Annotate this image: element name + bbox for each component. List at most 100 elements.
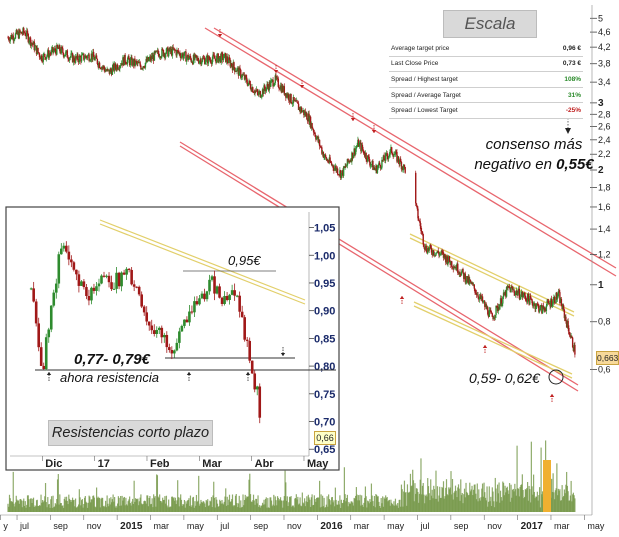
price-candle [248,80,250,84]
volume-bar [215,497,217,512]
price-candle [496,305,499,312]
price-candle [371,160,373,165]
price-candle [327,159,329,163]
price-candle [328,157,331,163]
volume-bar [23,505,26,512]
volume-bar [144,501,147,512]
volume-bar [366,507,368,512]
table-row: Spread / Average Target 31% [389,87,583,104]
price-candle [16,30,18,35]
price-candle [386,153,388,157]
price-candle [253,92,255,94]
volume-bar [316,497,318,512]
volume-bar [273,505,276,512]
price-candle [285,93,287,98]
price-candle [379,164,382,168]
price-candle [287,94,289,98]
price-candle [384,160,386,161]
price-candle [63,55,66,57]
x-tick-label: jul [219,521,229,531]
inset-candle [233,290,236,296]
volume-bar [361,504,364,512]
volume-bar [425,494,427,512]
price-candle [259,91,261,98]
price-candle [455,267,457,271]
inset-candle [235,295,239,297]
volume-bar [487,501,490,512]
volume-bar [216,499,218,512]
volume-bar [142,503,144,512]
volume-bar [237,507,239,512]
price-candle [443,254,445,258]
volume-bar [563,489,565,512]
price-candle [554,302,557,304]
volume-bar [59,494,61,512]
volume-bar [537,500,539,512]
volume-bar [473,484,475,512]
volume-bar [240,500,242,512]
price-candle [369,161,371,166]
volume-bar [234,495,237,512]
inset-candle [112,288,116,290]
price-candle [372,167,375,170]
price-candle [129,59,132,66]
volume-bar [415,493,417,512]
inset-candle [62,245,66,249]
price-candle [261,95,263,97]
inset-candle [132,284,136,287]
price-candle [265,87,267,92]
price-candle [254,90,256,94]
volume-bar [276,496,279,512]
volume-bar [489,501,491,512]
price-candle [134,58,136,66]
price-candle [418,220,421,222]
volume-bar [391,502,393,512]
price-candle [62,48,64,53]
volume-bar [227,505,229,512]
price-candle [104,70,107,72]
volume-bar [241,506,243,512]
price-candle [363,154,366,157]
inset-candle [100,275,103,284]
price-candle [508,286,510,288]
volume-bar [224,496,226,512]
volume-bar [134,501,136,512]
price-candle [315,136,317,140]
price-candle [448,256,451,262]
price-candle [228,57,231,60]
inset-y-tick-label: 0,75 [314,389,335,401]
volume-bar [370,501,372,512]
price-candle [530,298,533,300]
volume-bar [563,495,565,512]
price-candle [70,53,72,57]
price-candle [513,289,515,293]
volume-bar [388,499,391,512]
price-candle [23,32,26,34]
volume-bar [378,501,380,512]
inset-candle [190,311,194,313]
volume-bar [262,504,264,512]
price-candle [343,166,346,168]
volume-bar [294,498,296,512]
volume-bar [90,499,92,512]
price-candle [38,52,40,54]
volume-bar [412,480,415,512]
price-candle [17,31,20,39]
volume-bar [195,505,197,512]
price-candle [79,55,81,57]
price-candle [532,304,535,307]
price-candle [19,30,21,33]
price-candle [339,170,341,175]
price-candle [559,298,562,303]
volume-bar [491,487,493,512]
price-candle [218,57,220,63]
price-candle [209,59,211,61]
volume-bar [403,480,406,512]
volume-bar [520,484,523,512]
inset-candle [175,342,179,351]
volume-bar [395,504,397,512]
volume-bar [254,504,256,512]
volume-bar [274,496,276,512]
price-candle [502,292,505,298]
inset-candle [130,269,133,285]
